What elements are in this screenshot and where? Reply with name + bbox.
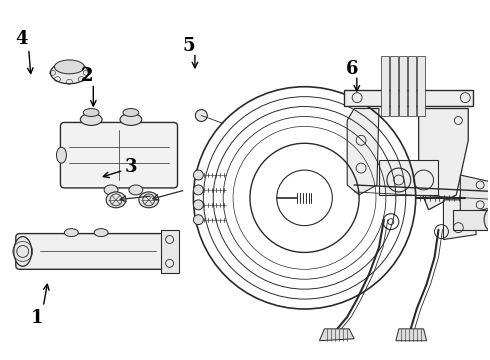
Ellipse shape [50, 62, 88, 84]
Circle shape [194, 185, 203, 195]
Ellipse shape [120, 113, 142, 125]
Ellipse shape [94, 229, 108, 237]
Ellipse shape [14, 237, 32, 266]
Ellipse shape [54, 60, 84, 74]
Polygon shape [347, 109, 379, 195]
Ellipse shape [64, 229, 78, 237]
Circle shape [194, 215, 203, 225]
Bar [453, 210, 490, 230]
Ellipse shape [139, 192, 159, 208]
Circle shape [196, 109, 207, 121]
Polygon shape [460, 175, 490, 215]
Text: 2: 2 [81, 67, 93, 85]
Polygon shape [319, 329, 354, 341]
Ellipse shape [123, 109, 139, 117]
Circle shape [194, 200, 203, 210]
Bar [390, 56, 398, 116]
Bar [381, 56, 389, 116]
Text: 4: 4 [15, 30, 27, 48]
Text: 3: 3 [124, 158, 137, 176]
Bar [379, 160, 439, 195]
Ellipse shape [83, 109, 99, 117]
Bar [408, 56, 416, 116]
Text: 6: 6 [346, 60, 358, 78]
Circle shape [194, 170, 203, 180]
Bar [344, 90, 473, 105]
Ellipse shape [484, 209, 490, 231]
Polygon shape [418, 109, 468, 210]
Ellipse shape [129, 185, 143, 195]
Polygon shape [443, 200, 476, 239]
Text: 1: 1 [31, 309, 44, 327]
FancyBboxPatch shape [60, 122, 177, 188]
Bar [416, 56, 425, 116]
Bar [399, 56, 407, 116]
FancyBboxPatch shape [16, 234, 170, 269]
Bar [161, 230, 178, 273]
Text: 5: 5 [183, 37, 196, 55]
Ellipse shape [80, 113, 102, 125]
Ellipse shape [104, 185, 118, 195]
Ellipse shape [56, 147, 66, 163]
Polygon shape [396, 329, 427, 341]
Ellipse shape [106, 192, 126, 208]
